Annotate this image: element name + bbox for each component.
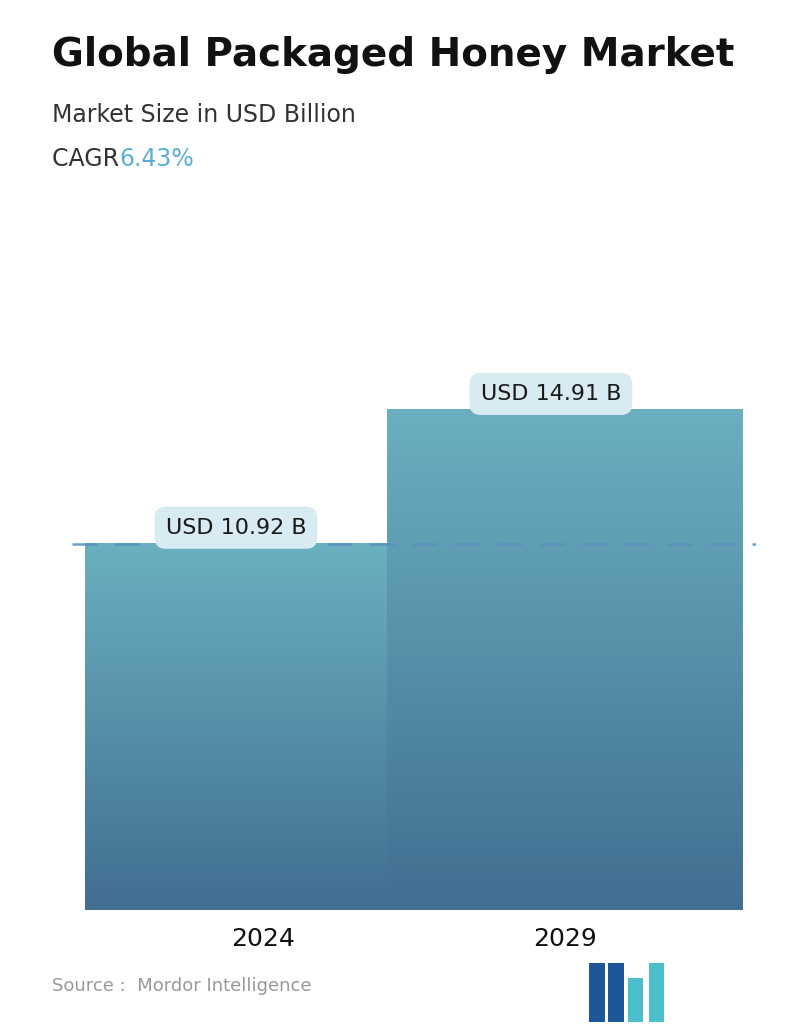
Bar [628,978,643,1022]
Bar [649,963,664,1022]
Text: Global Packaged Honey Market: Global Packaged Honey Market [52,36,734,74]
Polygon shape [220,538,251,543]
Text: CAGR: CAGR [52,147,134,171]
Text: USD 14.91 B: USD 14.91 B [481,384,621,404]
Bar [608,963,623,1022]
Bar [589,963,605,1022]
Text: 6.43%: 6.43% [119,147,194,171]
Text: Source :  Mordor Intelligence: Source : Mordor Intelligence [52,977,311,995]
Text: USD 10.92 B: USD 10.92 B [166,518,306,538]
Polygon shape [536,404,566,408]
Text: Market Size in USD Billion: Market Size in USD Billion [52,103,356,127]
